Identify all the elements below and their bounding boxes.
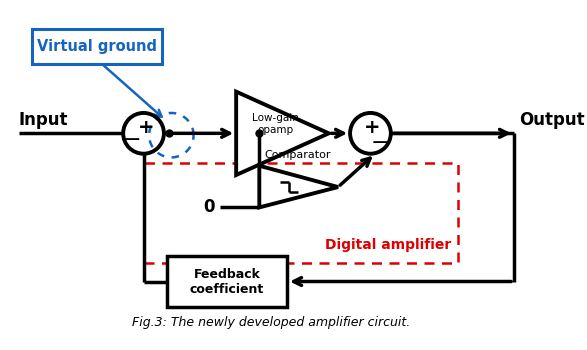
Bar [144, 163, 458, 263]
Text: Comparator: Comparator [264, 150, 330, 160]
Text: Digital amplifier: Digital amplifier [325, 238, 451, 252]
Bar [32, 29, 162, 64]
Bar [167, 256, 287, 307]
Polygon shape [259, 166, 338, 208]
Polygon shape [236, 92, 329, 175]
Text: −: − [370, 133, 389, 153]
Text: 0: 0 [203, 198, 215, 216]
Text: −: − [122, 130, 141, 150]
Text: Fig.3: The newly developed amplifier circuit.: Fig.3: The newly developed amplifier cir… [132, 316, 410, 329]
Text: Feedback
coefficient: Feedback coefficient [190, 267, 264, 295]
Text: +: + [138, 118, 154, 137]
Text: +: + [364, 118, 380, 137]
Text: Input: Input [19, 111, 68, 129]
Text: Virtual ground: Virtual ground [37, 39, 157, 54]
Text: Low-gain
opamp: Low-gain opamp [252, 113, 299, 135]
Text: Output: Output [519, 111, 584, 129]
